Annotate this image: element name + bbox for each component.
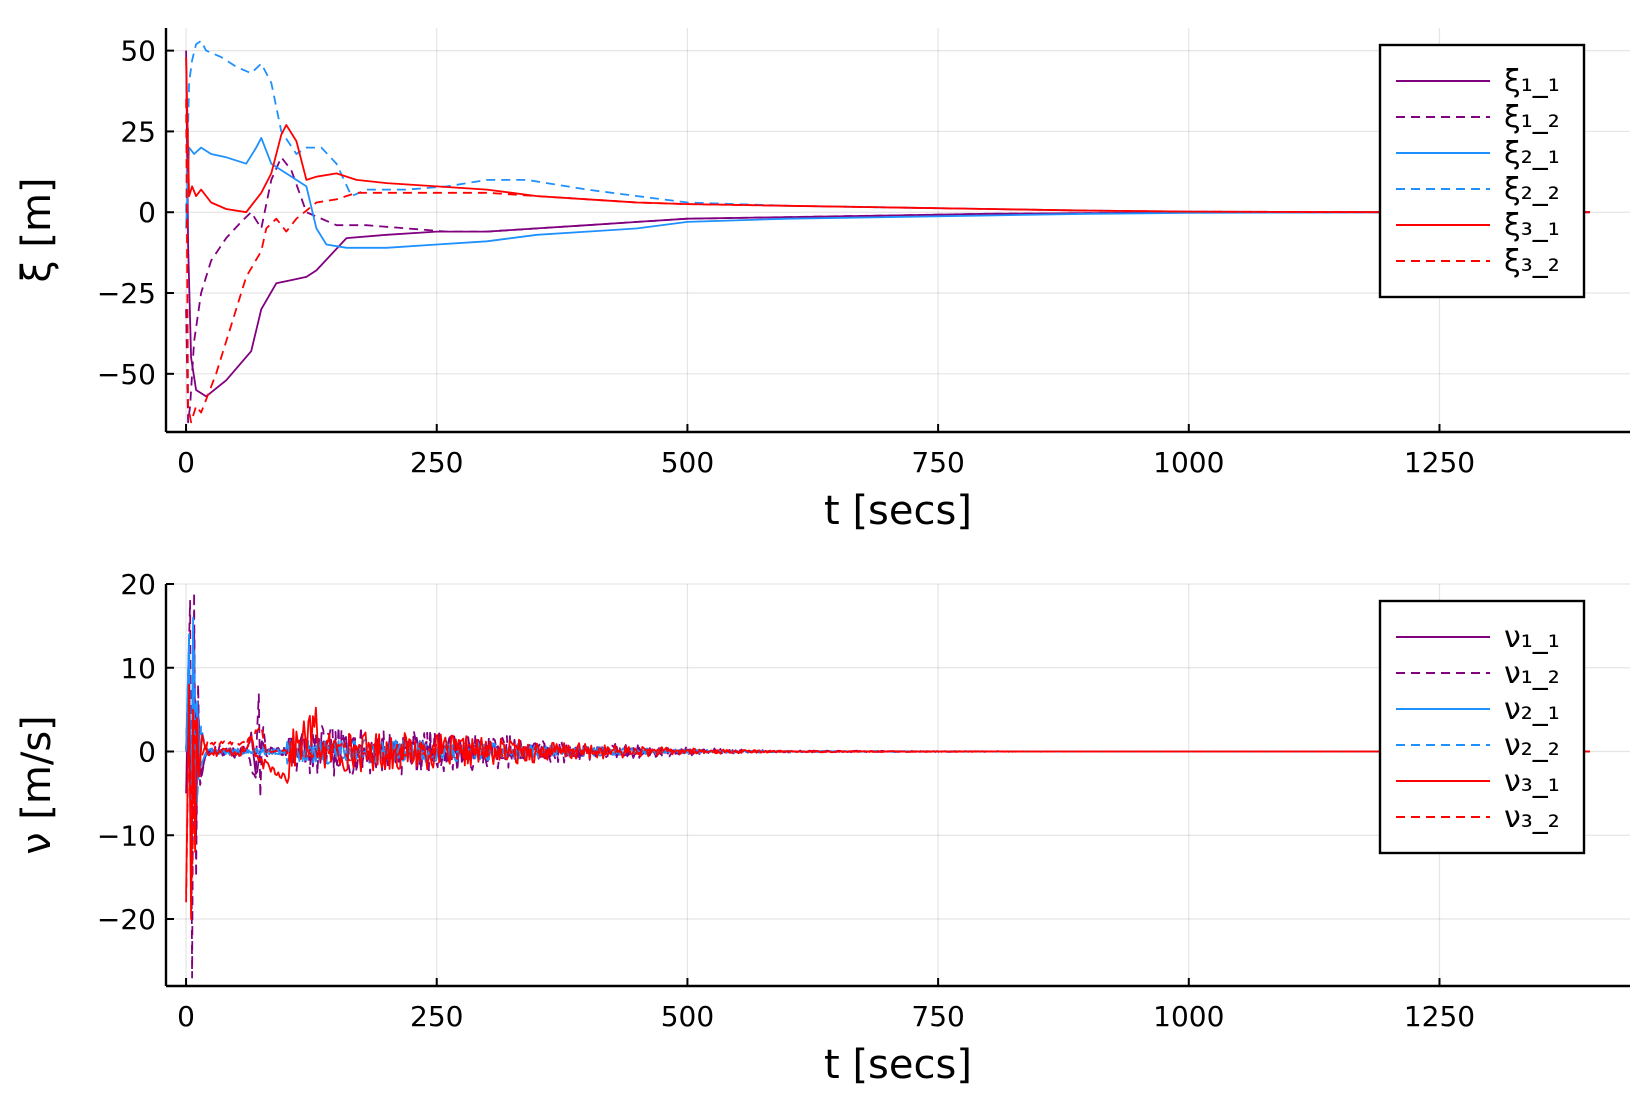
legend-item: ν₃_₁	[1396, 764, 1560, 799]
chart-panel-2: 0 250 500 750 1000 1250 20 10 0 −10 −20 t [secs] ν […	[14, 568, 1630, 1088]
series-line-3-2	[185, 700, 1590, 903]
legend-item: ξ₁_₁	[1396, 64, 1560, 99]
x-tick-label: 500	[661, 446, 714, 479]
x-tick-label: 0	[177, 1000, 195, 1033]
legend-label: ξ₃_₂	[1504, 244, 1560, 279]
x-tick-label: 1000	[1153, 446, 1224, 479]
plot-area	[185, 591, 1590, 979]
x-tick-label: 250	[410, 1000, 463, 1033]
legend: ν₁_₁ν₁_₂ν₂_₁ν₂_₂ν₃_₁ν₃_₂	[1378, 599, 1586, 855]
legend: ξ₁_₁ξ₁_₂ξ₂_₁ξ₂_₂ξ₃_₁ξ₃_₂	[1378, 43, 1586, 299]
legend-label: ν₃_₁	[1504, 764, 1560, 799]
legend-item: ν₁_₂	[1396, 656, 1560, 691]
legend-label: ξ₂_₁	[1504, 136, 1560, 171]
legend-item: ν₂_₁	[1396, 692, 1560, 727]
y-tick-label: 50	[120, 35, 156, 68]
series-line-1-2	[185, 156, 1590, 424]
x-tick-label: 1000	[1153, 1000, 1224, 1033]
x-axis-label: t [secs]	[824, 1042, 972, 1088]
legend-box	[1378, 43, 1586, 299]
legend-item: ξ₃_₂	[1396, 244, 1560, 279]
y-tick-label: 20	[120, 568, 156, 601]
series-line-2-2	[185, 40, 1590, 214]
legend-label: ξ₁_₂	[1504, 100, 1560, 135]
y-tick-label: 10	[120, 652, 156, 685]
y-tick-label: 0	[138, 196, 156, 229]
series-line-3-2	[185, 99, 1590, 424]
y-axis-label: ν [m/s]	[14, 715, 60, 855]
legend-item: ν₃_₂	[1396, 800, 1560, 835]
legend-item: ν₁_₁	[1396, 620, 1560, 655]
legend-item: ξ₃_₁	[1396, 208, 1560, 243]
y-tick-label: −20	[97, 903, 156, 936]
y-tick-label: −10	[97, 819, 156, 852]
x-tick-label: 1250	[1404, 1000, 1475, 1033]
x-axis-label: t [secs]	[824, 488, 972, 534]
x-tick-label: 500	[661, 1000, 714, 1033]
legend-label: ν₃_₂	[1504, 800, 1560, 835]
x-tick-label: 1250	[1404, 446, 1475, 479]
x-tick-label: 250	[410, 446, 463, 479]
legend-label: ξ₂_₂	[1504, 172, 1560, 207]
legend-label: ξ₃_₁	[1504, 208, 1560, 243]
legend-box	[1378, 599, 1586, 855]
legend-label: ν₁_₂	[1504, 656, 1560, 691]
legend-label: ν₂_₁	[1504, 692, 1560, 727]
x-tick-label: 0	[177, 446, 195, 479]
legend-label: ξ₁_₁	[1504, 64, 1560, 99]
y-tick-label: 0	[138, 736, 156, 769]
legend-item: ν₂_₂	[1396, 728, 1560, 763]
y-tick-label: −50	[97, 358, 156, 391]
x-tick-label: 750	[911, 1000, 964, 1033]
x-tick-label: 750	[911, 446, 964, 479]
legend-item: ξ₂_₂	[1396, 172, 1560, 207]
y-tick-label: −25	[97, 277, 156, 310]
legend-label: ν₁_₁	[1504, 620, 1560, 655]
legend-label: ν₂_₂	[1504, 728, 1560, 763]
y-axis-label: ξ [m]	[14, 177, 60, 282]
legend-item: ξ₁_₂	[1396, 100, 1560, 135]
plot-area	[185, 40, 1590, 424]
series-line-1-1	[185, 137, 1590, 249]
legend-item: ξ₂_₁	[1396, 136, 1560, 171]
y-tick-label: 25	[120, 115, 156, 148]
